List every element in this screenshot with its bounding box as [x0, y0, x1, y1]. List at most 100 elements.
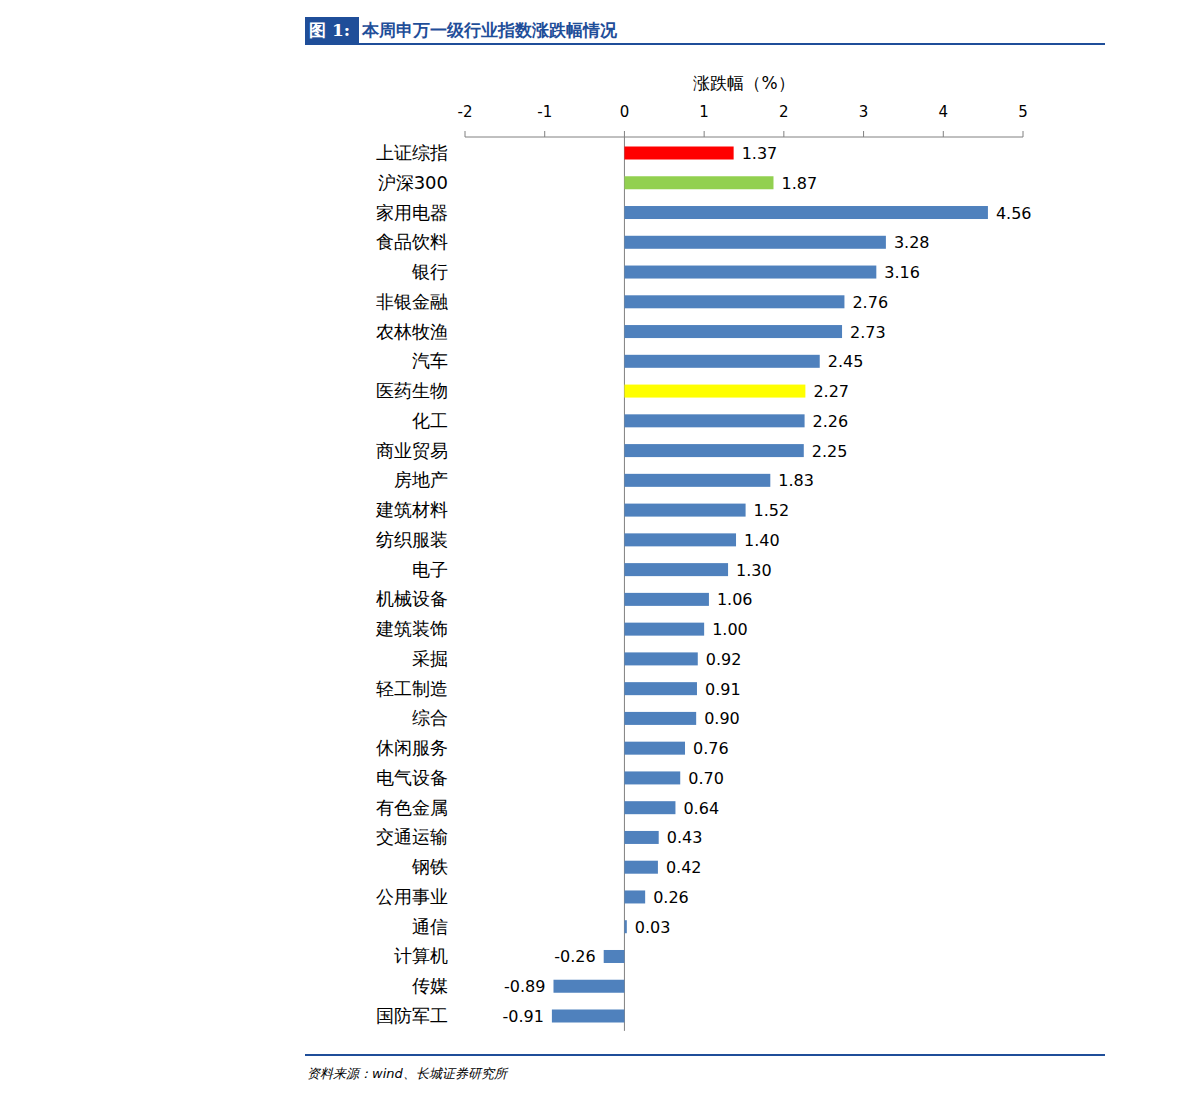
- bar: [624, 742, 685, 755]
- bar: [624, 831, 658, 844]
- x-tick-label: 1: [699, 103, 709, 121]
- data-label: -0.89: [504, 977, 545, 996]
- data-label: 2.73: [850, 323, 886, 342]
- data-label: 1.52: [754, 501, 790, 520]
- bar: [624, 593, 708, 606]
- bar: [624, 652, 697, 665]
- x-tick: [1023, 131, 1024, 137]
- x-tick-label: 0: [620, 103, 630, 121]
- bar: [553, 980, 624, 993]
- bar: [624, 147, 733, 160]
- category-label: 轻工制造: [376, 678, 448, 699]
- category-label: 机械设备: [376, 588, 448, 609]
- data-label: 2.76: [852, 293, 888, 312]
- data-label: 0.92: [706, 650, 742, 669]
- bar: [624, 206, 987, 219]
- category-label: 房地产: [394, 469, 448, 490]
- data-label: 2.25: [812, 442, 848, 461]
- bar: [624, 533, 736, 546]
- bar: [624, 712, 696, 725]
- x-tick-label: 5: [1018, 103, 1028, 121]
- data-label: 1.83: [778, 471, 814, 490]
- bar: [624, 682, 697, 695]
- x-tick: [783, 131, 784, 137]
- data-label: 0.90: [704, 709, 740, 728]
- x-tick: [943, 131, 944, 137]
- category-label: 通信: [412, 916, 448, 937]
- bar: [624, 801, 675, 814]
- data-label: 1.06: [717, 590, 753, 609]
- source: 资料来源：wind、长城证券研究所: [307, 1066, 509, 1081]
- data-label: 1.00: [712, 620, 748, 639]
- category-label: 家用电器: [376, 202, 448, 223]
- category-label: 钢铁: [411, 856, 448, 877]
- bar: [624, 385, 805, 398]
- x-tick: [465, 131, 466, 137]
- data-label: 2.26: [813, 412, 849, 431]
- x-tick-label: 2: [779, 103, 789, 121]
- bar: [604, 950, 625, 963]
- data-label: -0.91: [502, 1007, 543, 1026]
- category-label: 交通运输: [376, 826, 448, 847]
- bar: [624, 474, 770, 487]
- bar: [624, 236, 885, 249]
- data-label: 0.26: [653, 888, 689, 907]
- bar: [624, 355, 819, 368]
- category-label: 建筑装饰: [375, 618, 448, 639]
- data-label: 3.28: [894, 233, 930, 252]
- category-label: 商业贸易: [376, 440, 448, 461]
- bar: [624, 176, 773, 189]
- bar: [624, 890, 645, 903]
- x-tick: [704, 131, 705, 137]
- data-label: 1.37: [742, 144, 778, 163]
- data-label: 0.43: [667, 828, 703, 847]
- axis-label: 涨跌幅（%）: [693, 73, 794, 93]
- category-label: 计算机: [394, 945, 448, 966]
- category-label: 电气设备: [376, 767, 448, 788]
- title: 本周申万一级行业指数涨跌幅情况: [361, 20, 618, 40]
- data-label: 0.76: [693, 739, 729, 758]
- category-label: 传媒: [412, 975, 448, 996]
- bar: [624, 623, 704, 636]
- data-label: 2.45: [828, 352, 864, 371]
- chart: 图 1:本周申万一级行业指数涨跌幅情况涨跌幅（%）-2-1012345上证综指1…: [0, 0, 1191, 1101]
- category-label: 汽车: [412, 350, 448, 371]
- x-tick: [544, 131, 545, 137]
- category-label: 综合: [412, 707, 448, 728]
- bar: [624, 444, 803, 457]
- data-label: 3.16: [884, 263, 920, 282]
- bar: [624, 563, 728, 576]
- category-label: 国防军工: [376, 1005, 448, 1026]
- category-label: 休闲服务: [376, 737, 448, 758]
- category-label: 农林牧渔: [376, 321, 448, 342]
- x-axis: [465, 137, 1023, 138]
- data-label: 1.30: [736, 561, 772, 580]
- data-label: 0.70: [688, 769, 724, 788]
- bars: [552, 147, 988, 1023]
- data-label: -0.26: [554, 947, 595, 966]
- data-label: 1.87: [781, 174, 817, 193]
- data-label: 0.42: [666, 858, 702, 877]
- category-label: 纺织服装: [376, 529, 448, 550]
- bar: [624, 861, 657, 874]
- category-label: 建筑材料: [375, 499, 448, 520]
- x-tick-label: 4: [939, 103, 949, 121]
- category-label: 公用事业: [376, 886, 448, 907]
- header-rule: [305, 43, 1105, 45]
- data-label: 4.56: [996, 204, 1032, 223]
- footer-rule: [305, 1054, 1105, 1056]
- x-tick-label: 3: [859, 103, 869, 121]
- category-label: 沪深300: [378, 172, 448, 193]
- data-label: 2.27: [813, 382, 849, 401]
- data-label: 0.64: [683, 799, 719, 818]
- bar: [624, 266, 876, 279]
- x-tick: [624, 131, 625, 137]
- category-label: 食品饮料: [376, 231, 448, 252]
- category-label: 采掘: [412, 648, 448, 669]
- x-tick-label: -1: [537, 103, 552, 121]
- category-label: 化工: [412, 410, 448, 431]
- data-label: 0.91: [705, 680, 741, 699]
- category-label: 有色金属: [376, 797, 448, 818]
- bar: [552, 1010, 625, 1023]
- bar: [624, 295, 844, 308]
